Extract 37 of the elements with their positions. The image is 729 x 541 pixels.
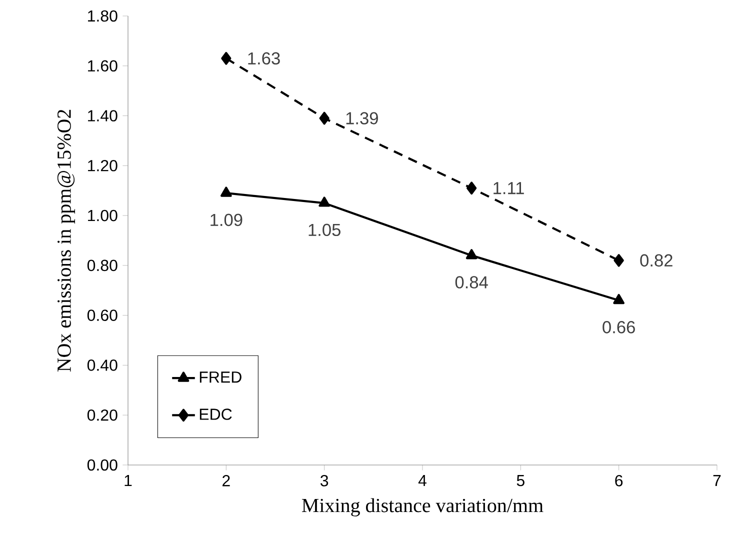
point (221, 52, 232, 65)
x-tick-label: 1 (124, 475, 132, 486)
y-tick-label: 0.00 (87, 459, 118, 471)
data-label: 1.05 (308, 224, 340, 236)
y-tick-label: 0.20 (87, 409, 118, 421)
legend-label: FRED (200, 372, 242, 383)
y-tick-label: 1.40 (88, 110, 118, 122)
data-label: 0.66 (602, 321, 635, 334)
y-tick-label: 1.20 (88, 160, 118, 172)
y-axis-title: NOx emissions in ppm@15%O2 (57, 110, 76, 372)
point (614, 254, 624, 267)
y-tick-label: 1.80 (88, 10, 118, 22)
x-axis-title: Mixing distance variation/mm (302, 498, 544, 516)
x-tick-label: 5 (516, 475, 524, 486)
x-tick-label: 4 (418, 475, 426, 486)
point (319, 112, 330, 125)
x-tick-label: 6 (615, 475, 623, 486)
y-tick-label: 0.60 (87, 310, 118, 321)
y-tick-label: 1.60 (88, 60, 118, 72)
y-tick-label: 0.40 (87, 360, 118, 371)
data-label: 1.11 (494, 182, 524, 194)
point (318, 196, 330, 207)
data-label: 0.82 (640, 254, 672, 267)
point (613, 294, 625, 304)
point (466, 249, 478, 260)
data-label: 1.39 (346, 112, 378, 124)
x-tick-label: 3 (320, 475, 328, 486)
point (220, 186, 232, 197)
data-label: 1.63 (248, 52, 280, 65)
point (466, 182, 477, 195)
y-tick-label: 1.00 (88, 210, 118, 222)
data-label: 1.09 (210, 214, 242, 226)
x-tick-label: 7 (713, 475, 721, 486)
data-label: 0.84 (455, 276, 488, 288)
x-tick-label: 2 (222, 475, 230, 486)
legend-label: EDC (200, 408, 232, 420)
y-tick-label: 0.80 (87, 260, 118, 272)
